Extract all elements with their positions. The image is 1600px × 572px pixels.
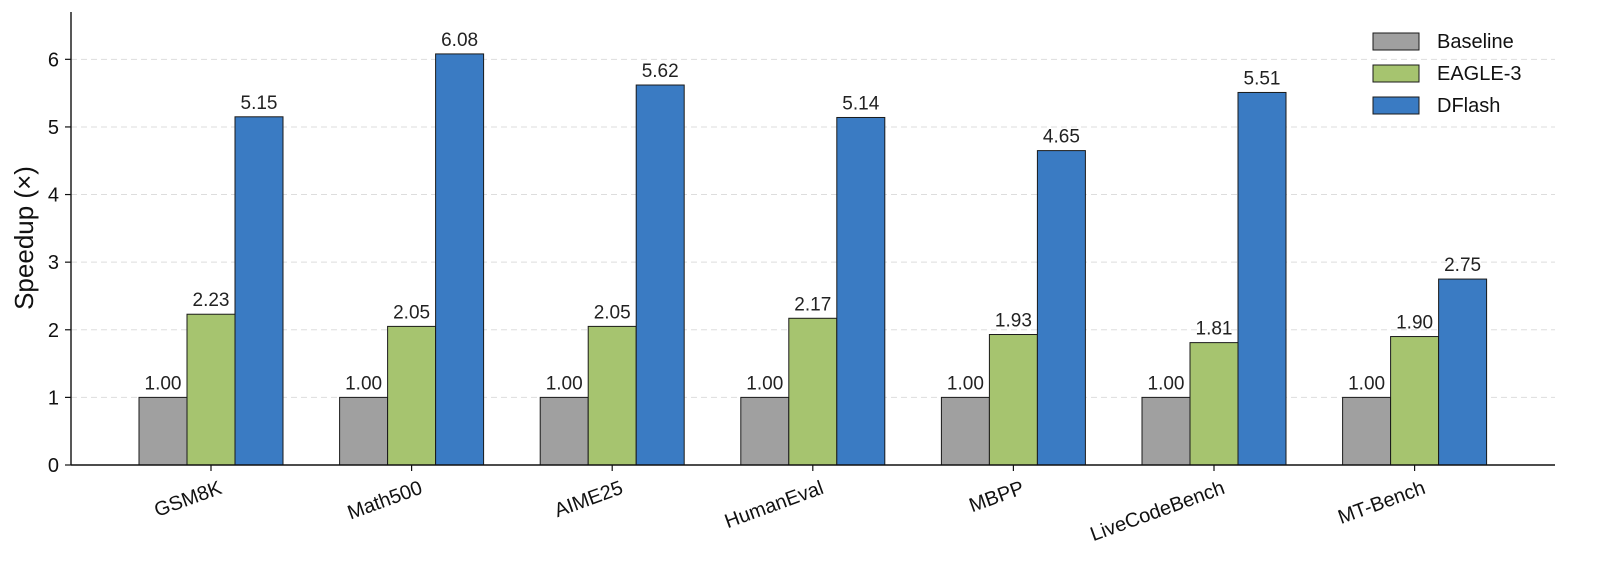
bar-value-label: 1.00 <box>145 373 182 394</box>
bar-eagle-3 <box>587 325 637 466</box>
bar-baseline <box>339 396 389 466</box>
data-labels: 1.00 2.23 5.15 1.00 2.05 6.08 1.00 2.05 5.62 1.00… <box>145 30 1482 394</box>
x-tick-label: HumanEval <box>722 477 827 533</box>
bar-baseline <box>1141 396 1191 466</box>
bar-value-label: 5.62 <box>642 61 679 82</box>
bar-dflash <box>435 53 485 466</box>
bar-dflash <box>1237 91 1287 466</box>
y-tick-label: 4 <box>48 185 59 207</box>
y-tick-label: 1 <box>48 387 59 409</box>
bar-eagle-3 <box>788 317 838 466</box>
bar-baseline <box>740 396 790 466</box>
bar-dflash <box>635 84 685 466</box>
y-tick-label: 2 <box>48 320 59 342</box>
bar-value-label: 1.00 <box>746 373 783 394</box>
x-tick-label: GSM8K <box>151 477 225 522</box>
x-tick-label: MT-Bench <box>1335 477 1428 529</box>
bar-value-label: 4.65 <box>1043 127 1080 148</box>
bar-value-label: 1.93 <box>995 311 1032 332</box>
y-tick-label: 3 <box>48 252 59 274</box>
bar-value-label: 5.15 <box>241 93 278 114</box>
bar-baseline <box>1342 396 1392 466</box>
bar-value-label: 1.00 <box>345 373 382 394</box>
bar-value-label: 1.00 <box>947 373 984 394</box>
x-tick-label: Math500 <box>345 477 426 524</box>
bar-baseline <box>940 396 990 466</box>
bar-value-label: 5.51 <box>1244 68 1281 89</box>
y-tick-label: 5 <box>48 117 59 139</box>
bar-eagle-3 <box>1189 342 1239 466</box>
legend: Baseline EAGLE-3 DFlash <box>1372 31 1521 117</box>
bar-value-label: 6.08 <box>441 30 478 51</box>
legend-swatch <box>1372 96 1420 115</box>
y-tick-label: 6 <box>48 49 59 71</box>
bar-value-label: 5.14 <box>842 93 879 114</box>
bar-dflash <box>836 116 886 466</box>
bar-value-label: 1.81 <box>1196 319 1233 340</box>
x-tick-label: AIME25 <box>552 477 626 522</box>
bar-value-label: 2.05 <box>393 302 430 323</box>
x-tick-label: LiveCodeBench <box>1087 477 1227 546</box>
bar-value-label: 2.23 <box>193 290 230 311</box>
bar-baseline <box>138 396 188 466</box>
bar-value-label: 1.00 <box>546 373 583 394</box>
bar-eagle-3 <box>387 325 437 466</box>
bar-value-label: 2.05 <box>594 302 631 323</box>
legend-swatch <box>1372 32 1420 51</box>
bar-value-label: 2.75 <box>1444 255 1481 276</box>
bar-dflash <box>1036 150 1086 466</box>
bar-value-label: 1.90 <box>1396 313 1433 334</box>
bar-dflash <box>234 116 284 466</box>
bar-eagle-3 <box>186 313 236 466</box>
legend-swatch <box>1372 64 1420 83</box>
legend-label: DFlash <box>1437 95 1500 117</box>
x-tick-label: MBPP <box>966 477 1027 517</box>
bar-value-label: 2.17 <box>794 294 831 315</box>
y-axis-title: Speedup (×) <box>9 166 39 310</box>
bar-value-label: 1.00 <box>1148 373 1185 394</box>
legend-label: Baseline <box>1437 31 1514 53</box>
legend-label: EAGLE-3 <box>1437 63 1521 85</box>
bar-eagle-3 <box>1390 336 1440 466</box>
bar-dflash <box>1438 278 1488 466</box>
bars <box>138 53 1488 466</box>
y-tick-label: 0 <box>48 455 59 477</box>
bar-value-label: 1.00 <box>1348 373 1385 394</box>
bar-baseline <box>539 396 589 466</box>
bar-eagle-3 <box>988 334 1038 466</box>
